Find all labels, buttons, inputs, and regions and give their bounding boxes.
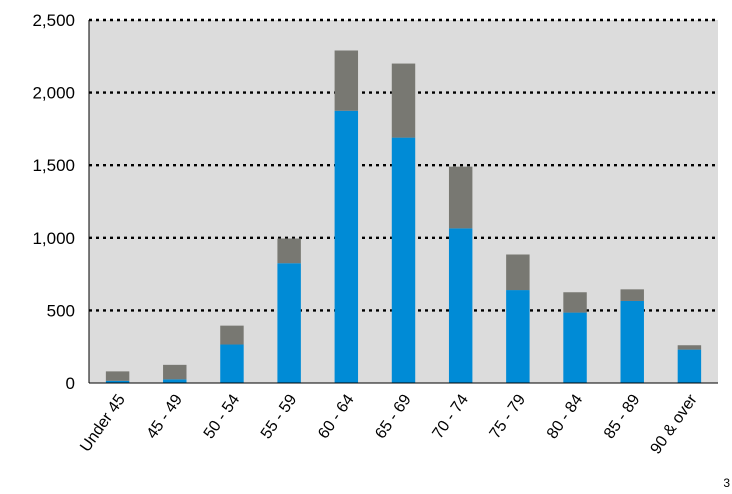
x-tick-label: 80 - 84 bbox=[544, 391, 587, 442]
y-tick-label: 2,500 bbox=[32, 11, 75, 30]
x-tick-label: 60 - 64 bbox=[315, 391, 358, 442]
bar-segment-series-2 bbox=[391, 63, 416, 138]
y-tick-label: 0 bbox=[66, 374, 75, 393]
bar-segment-series-1 bbox=[620, 300, 644, 383]
x-tick-label: 70 - 74 bbox=[429, 391, 472, 442]
bar-segment-series-2 bbox=[334, 50, 359, 111]
x-tick-label: 45 - 49 bbox=[144, 391, 187, 442]
x-tick-label: 55 - 59 bbox=[258, 391, 301, 442]
bar-segment-series-2 bbox=[620, 289, 644, 301]
x-tick-label: 75 - 79 bbox=[487, 391, 530, 442]
bar-segment-series-1 bbox=[334, 110, 359, 383]
bar-segment-series-2 bbox=[163, 364, 187, 380]
x-tick-label: 90 & over bbox=[647, 391, 701, 457]
bar-segment-series-1 bbox=[563, 312, 587, 383]
bar-segment-series-1 bbox=[391, 137, 416, 383]
bar-segment-series-2 bbox=[563, 292, 587, 313]
bar-segment-series-1 bbox=[220, 344, 244, 383]
bar-segment-series-2 bbox=[448, 166, 473, 229]
y-tick-labels: 0 500 1,000 1,500 2,000 2,500 bbox=[32, 11, 75, 393]
bar-segment-series-1 bbox=[506, 290, 530, 383]
x-tick-label: 85 - 89 bbox=[601, 391, 644, 442]
y-tick-label: 1,500 bbox=[32, 156, 75, 175]
x-tick-label: 50 - 54 bbox=[201, 391, 244, 442]
y-tick-label: 1,000 bbox=[32, 229, 75, 248]
y-tick-label: 500 bbox=[47, 301, 75, 320]
bars bbox=[105, 50, 702, 383]
bar-segment-series-2 bbox=[506, 254, 530, 291]
bar-segment-series-1 bbox=[677, 349, 702, 383]
x-tick-labels: Under 45 45 - 49 50 - 54 55 - 59 60 - 64 65 -… bbox=[77, 391, 701, 457]
x-tick-label: 65 - 69 bbox=[372, 391, 415, 442]
y-tick-label: 2,000 bbox=[32, 84, 75, 103]
page-number: 3 bbox=[723, 476, 730, 490]
bar-segment-series-2 bbox=[105, 371, 130, 381]
bar-segment-series-2 bbox=[277, 238, 301, 264]
bar-segment-series-1 bbox=[105, 380, 130, 383]
bar-segment-series-2 bbox=[220, 325, 244, 345]
bar-segment-series-2 bbox=[677, 345, 702, 350]
x-tick-label: Under 45 bbox=[77, 391, 129, 455]
bar-segment-series-1 bbox=[163, 379, 187, 383]
bar-segment-series-1 bbox=[448, 228, 473, 383]
bar-segment-series-1 bbox=[277, 263, 301, 383]
